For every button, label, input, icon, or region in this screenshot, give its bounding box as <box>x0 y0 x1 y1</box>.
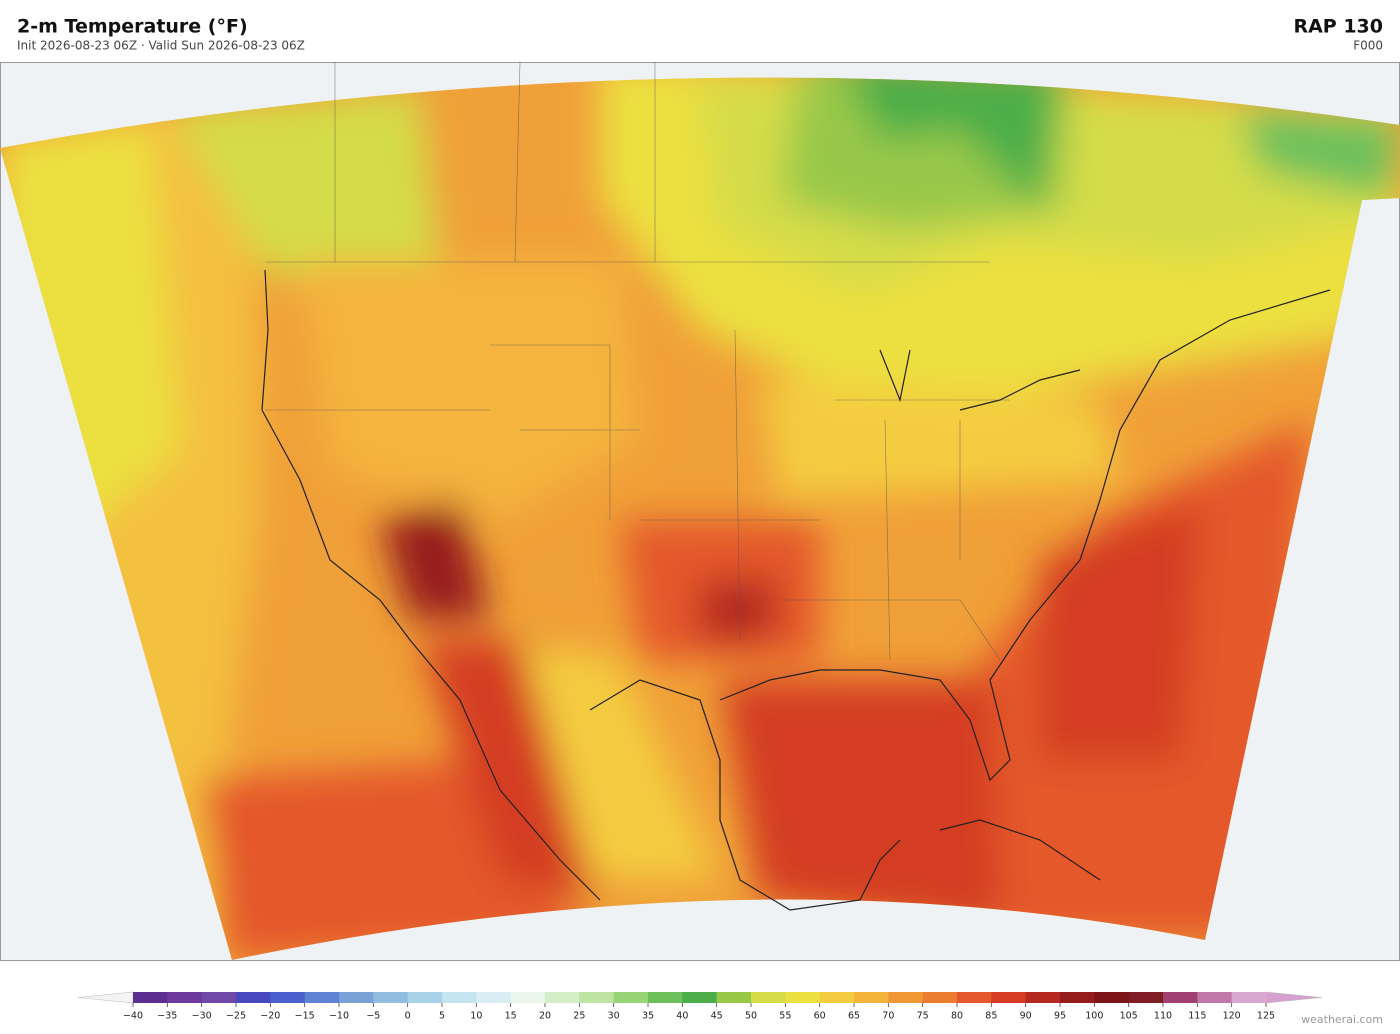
colorbar-segment <box>133 992 168 1003</box>
colorbar-segment <box>854 992 889 1003</box>
colorbar-tick-label: 90 <box>1020 1011 1032 1022</box>
colorbar-tick-label: 75 <box>917 1011 929 1022</box>
colorbar-tick-label: 125 <box>1257 1011 1275 1022</box>
model-label: RAP 130 <box>1293 16 1383 38</box>
colorbar-tick-label: 110 <box>1154 1011 1172 1022</box>
colorbar-tick-label: 95 <box>1054 1011 1066 1022</box>
colorbar-segment <box>373 992 409 1003</box>
colorbar-segment <box>922 992 958 1003</box>
colorbar-tick-label: −40 <box>123 1011 143 1022</box>
colorbar-segment <box>1163 992 1198 1003</box>
coastlines <box>261 269 1331 911</box>
colorbar-tick-label: 70 <box>882 1011 894 1022</box>
colorbar-segment <box>1197 992 1233 1003</box>
colorbar-tick-label: 0 <box>405 1011 411 1022</box>
colorbar-segment <box>888 992 924 1003</box>
borders <box>265 61 1010 661</box>
colorbar-over <box>1265 991 1323 1004</box>
colorbar-segment <box>442 992 477 1003</box>
colorbar-tick-label: −25 <box>226 1011 246 1022</box>
colorbar-segment <box>167 992 203 1003</box>
colorbar-tick-label: 20 <box>539 1011 551 1022</box>
colorbar-segment <box>613 992 649 1003</box>
colorbar-tick-label: 105 <box>1120 1011 1138 1022</box>
colorbar-tick-label: 45 <box>711 1011 723 1022</box>
colorbar-segment <box>476 992 512 1003</box>
colorbar-segment <box>201 992 237 1003</box>
colorbar-segment <box>1128 992 1164 1003</box>
colorbar-segment <box>270 992 306 1003</box>
colorbar-tick-label: 5 <box>439 1011 445 1022</box>
forecast-hour: F000 <box>1353 39 1383 53</box>
colorbar-tick-label: −15 <box>295 1011 315 1022</box>
credit: weatherai.com <box>1301 1013 1383 1026</box>
colorbar-tick-label: 60 <box>814 1011 826 1022</box>
colorbar-tick-label: 50 <box>745 1011 757 1022</box>
colorbar-segment <box>648 992 683 1003</box>
colorbar-segment <box>339 992 374 1003</box>
colorbar-segment <box>1094 992 1130 1003</box>
colorbar-tick-label: 10 <box>470 1011 482 1022</box>
colorbar-tick-label: 120 <box>1223 1011 1241 1022</box>
colorbar-segment <box>407 992 443 1003</box>
colorbar-segment <box>304 992 340 1003</box>
colorbar-tick-label: 30 <box>608 1011 620 1022</box>
colorbar-tick-label: −5 <box>366 1011 380 1022</box>
colorbar-segment <box>236 992 271 1003</box>
colorbar-segment <box>1025 992 1061 1003</box>
colorbar-tick-label: 15 <box>505 1011 517 1022</box>
colorbar-tick-label: −20 <box>260 1011 280 1022</box>
colorbar-tick-label: 100 <box>1085 1011 1103 1022</box>
colorbar-segment <box>819 992 855 1003</box>
colorbar-tick-label: −35 <box>157 1011 177 1022</box>
temperature-field <box>0 77 1400 960</box>
colorbar-segment <box>579 992 615 1003</box>
colorbar-segment <box>991 992 1027 1003</box>
title: 2-m Temperature (°F) <box>17 16 248 38</box>
colorbar-tick-label: −30 <box>192 1011 212 1022</box>
colorbar-segment <box>751 992 786 1003</box>
subtitle: Init 2026-08-23 06Z · Valid Sun 2026-08-… <box>17 39 305 53</box>
colorbar-tick-label: −10 <box>329 1011 349 1022</box>
colorbar-segment <box>545 992 580 1003</box>
colorbar-segment <box>1231 992 1267 1003</box>
colorbar-tick-label: 80 <box>951 1011 963 1022</box>
colorbar-segment <box>510 992 546 1003</box>
colorbar-segment <box>1060 992 1095 1003</box>
colorbar-segment <box>957 992 992 1003</box>
colorbar-segment <box>716 992 752 1003</box>
colorbar-tick-label: 55 <box>779 1011 791 1022</box>
colorbar-tick-label: 35 <box>642 1011 654 1022</box>
colorbar-segment <box>785 992 821 1003</box>
colorbar-tick-label: 65 <box>848 1011 860 1022</box>
colorbar-tick-label: 40 <box>676 1011 688 1022</box>
colorbar-under <box>77 991 134 1004</box>
colorbar-tick-label: 85 <box>985 1011 997 1022</box>
colorbar-tick-label: 25 <box>573 1011 585 1022</box>
colorbar-tick-label: 115 <box>1188 1011 1206 1022</box>
colorbar-segment <box>682 992 718 1003</box>
